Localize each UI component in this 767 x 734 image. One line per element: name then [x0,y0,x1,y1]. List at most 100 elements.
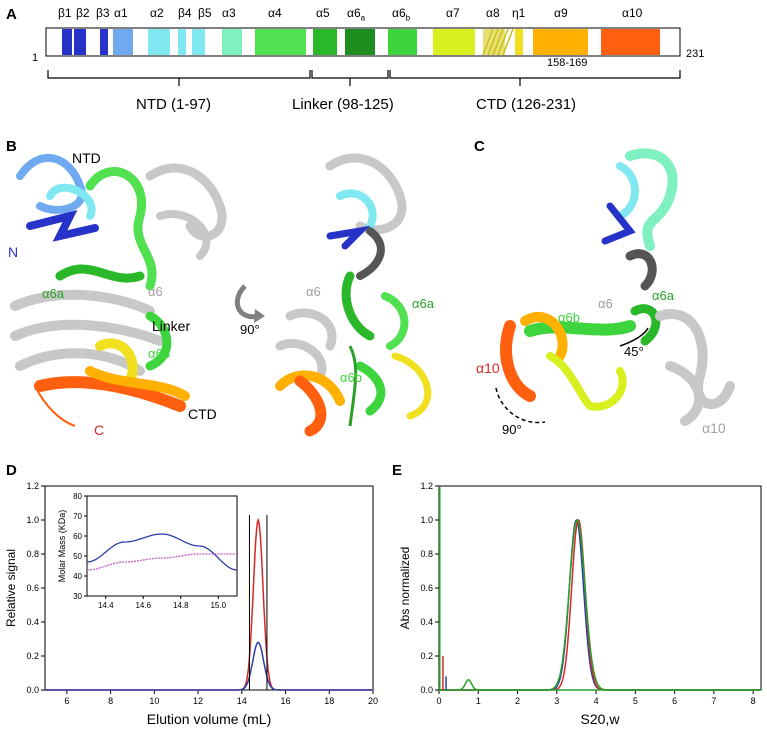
structure-b-left-cartoon [10,153,227,427]
y-axis-label: Abs normalized [398,547,412,630]
y-tick-label: 0.6 [420,583,433,593]
topology-label-13: α8 [486,6,500,20]
series-line-1 [45,641,373,691]
x-tick-label: 10 [149,696,159,706]
rotation-arrow [234,284,261,320]
topology-label-6: β5 [198,6,212,20]
structure-c-cartoon [500,148,735,426]
y-tick-label: 0.4 [420,617,433,627]
plot-frame [438,485,762,691]
label-right-a6: α6 [306,284,321,299]
angle-arrow-90 [495,387,546,424]
x-tick-label: 18 [324,696,334,706]
topology-element-5 [178,29,186,55]
y-tick-label: 1.2 [420,481,433,491]
y-tick-label: 0.8 [26,549,39,559]
domain-ntd-label: NTD (1-97) [136,96,212,113]
angle-arrow-45 [619,327,649,347]
structure-c-svg [495,148,735,426]
label-right-a6a: α6a [412,296,434,311]
label-rotation: 90° [240,322,260,337]
topology-element-16 [601,29,660,55]
series-line-3 [439,679,761,691]
panel-label-b: B [6,138,17,155]
series-line-1 [439,518,761,691]
label-c-angle-45: 45° [624,344,644,359]
inset-frame [86,495,238,597]
topology-hatch [487,28,499,56]
y-tick-label: 0.0 [420,685,433,695]
inset-series-line-0 [86,533,238,571]
label-c-angle-90: 90° [502,422,522,437]
label-a6: α6 [148,284,163,299]
topology-label-7: α3 [222,6,236,20]
label-linker: Linker [152,318,191,334]
inset-x-tick-label: 14.6 [135,601,151,610]
topology-panel: β1 β2 β3 α1 α2 β4 β5 α3 α4 α5 α6a α6b α7 α8 η1 α9 α10 1 … [0,0,767,130]
inset-y-tick-label: 30 [73,592,82,601]
topology-element-12 [433,29,475,55]
y-tick-label: 0.6 [26,583,39,593]
topology-element-10 [345,29,375,55]
x-tick-label: 12 [193,696,203,706]
inset-y-tick-label: 40 [73,572,82,581]
topology-start: 1 [32,52,39,64]
inset-y-axis-label: Molar Mass (KDa) [57,510,67,583]
topology-hatch [482,28,494,56]
topology-label-1: β2 [76,6,90,20]
topology-label-12: α7 [446,6,460,20]
topology-label-3: α1 [114,6,128,20]
topology-label-0: β1 [58,6,72,20]
inset-y-tick-label: 80 [73,492,82,501]
topology-label-11: α6b [392,6,411,23]
topology-label-16: α10 [622,6,643,20]
topology-element-6 [192,29,205,55]
x-tick-label: 7 [711,696,716,706]
y-tick-label: 0.8 [420,549,433,559]
y-tick-label: 1.2 [26,481,39,491]
topology-label-4: α2 [150,6,164,20]
label-ctd: CTD [188,406,217,422]
rotation-arrow-head [254,309,265,323]
x-axis-label: Elution volume (mL) [147,711,272,727]
topology-element-3 [113,29,133,55]
inset-y-tick-label: 70 [73,512,82,521]
label-n-terminus: N [8,244,19,260]
x-tick-label: 16 [281,696,291,706]
y-axis-label: Relative signal [4,549,18,627]
topology-element-4 [148,29,170,55]
structure-panel-b: NTD N α6a α6 Linker α6b CTD C 90° α6 α6a… [0,136,470,454]
x-tick-label: 3 [554,696,559,706]
label-ntd: NTD [72,150,101,166]
topology-hatch [492,28,504,56]
topology-hatch [502,28,514,56]
inset-x-tick-label: 15.0 [210,601,226,610]
ntd-bracket [47,70,311,79]
domain-linker-label: Linker (98-125) [292,96,394,113]
y-tick-label: 0.0 [26,685,39,695]
x-tick-label: 4 [594,696,599,706]
series-line-0 [439,519,761,691]
ctd-bracket [389,70,681,79]
x-tick-label: 8 [751,696,756,706]
y-tick-label: 0.2 [26,651,39,661]
topology-insert-label: 158-169 [547,57,588,69]
label-c-a6a: α6a [652,288,674,303]
x-tick-label: 14 [237,696,247,706]
chart-d: 0.0 0.2 0.4 0.6 0.8 1.0 1.2 6 8 10 12 14 16 18 20 Eluti… [4,481,378,727]
topology-label-5: β4 [178,6,192,20]
topology-element-9 [313,29,337,55]
label-c-a6b: α6b [558,310,580,325]
x-tick-label: 8 [108,696,113,706]
structure-b-right-cartoon [275,153,432,437]
topology-element-15 [533,29,588,55]
topology-element-7 [222,29,242,55]
panel-label-c: C [474,138,485,155]
label-c-a6: α6 [598,296,613,311]
x-axis-label: S20,w [581,711,621,727]
inset-y-tick-label: 50 [73,552,82,561]
topology-label-8: α4 [268,6,282,20]
x-tick-label: 5 [633,696,638,706]
series-line-2 [439,519,761,691]
inset-x-tick-label: 14.4 [98,601,114,610]
